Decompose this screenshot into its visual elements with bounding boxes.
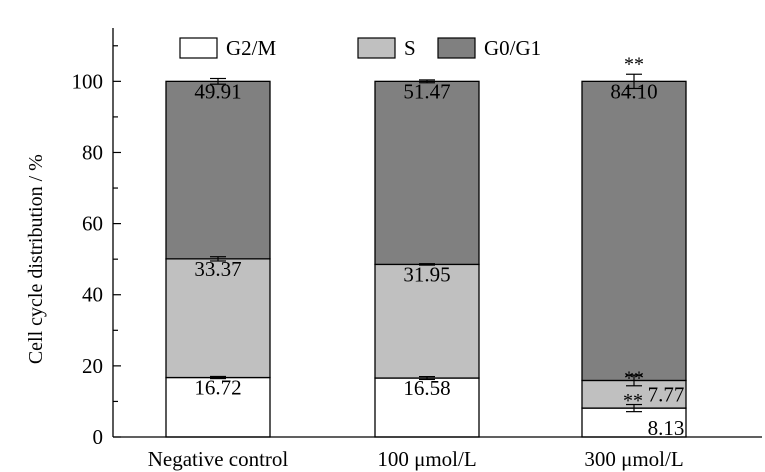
y-tick-label: 0 (93, 425, 104, 449)
error-bar (210, 256, 226, 262)
error-bar (626, 403, 642, 413)
x-tick-label: 100 μmol/L (377, 447, 476, 471)
significance-annotation: ** (624, 367, 644, 389)
axes: 0 20 40 60 80 100 Negative control 100 μmol/L 30… (25, 28, 762, 471)
error-bar (419, 79, 435, 84)
data-label: 16.72 (194, 376, 241, 400)
data-label: 7.77 (648, 382, 685, 406)
y-axis-title: Cell cycle distribution / % (25, 154, 47, 364)
error-bar (626, 374, 642, 387)
data-label: 33.37 (194, 257, 241, 281)
data-label: 31.95 (403, 262, 450, 286)
bars: 16.72 33.37 49.91 16.58 31.95 51.47 8.13 7.77 84… (165, 53, 687, 440)
bar-segment-g2-m (165, 376, 271, 438)
error-bar (419, 263, 435, 266)
legend-label: S (404, 36, 416, 60)
bar-segment-g0-g1 (581, 80, 687, 382)
legend-swatch (179, 37, 218, 59)
bar-segment-g0-g1 (165, 80, 271, 260)
legend-item: G0/G1 (437, 36, 541, 60)
data-label: 49.91 (194, 79, 241, 103)
legend-item: S (357, 36, 416, 60)
y-tick-label: 60 (82, 212, 103, 236)
error-bar (210, 77, 226, 85)
significance-annotation: ** (623, 390, 643, 412)
error-bar (419, 376, 435, 381)
bar-segment-g0-g1 (374, 80, 480, 266)
y-tick-label: 40 (82, 283, 103, 307)
error-bar (626, 73, 642, 90)
legend-swatch (357, 37, 396, 59)
x-tick-label: 300 μmol/L (584, 447, 683, 471)
legend-swatch (437, 37, 476, 59)
data-label: 51.47 (403, 79, 450, 103)
legend-item: G2/M (179, 36, 277, 60)
error-bar (210, 375, 226, 380)
data-label: 84.10 (610, 79, 657, 103)
significance-annotation: ** (624, 53, 644, 75)
bar-segment-s (165, 258, 271, 379)
data-label: 8.13 (648, 416, 685, 440)
legend-label: G2/M (226, 36, 277, 60)
y-tick-label: 100 (72, 69, 104, 93)
y-tick-label: 20 (82, 354, 103, 378)
y-tick-label: 80 (82, 140, 103, 164)
legend: G2/M S G0/G1 (179, 36, 541, 60)
legend-label: G0/G1 (484, 36, 541, 60)
x-tick-label: Negative control (148, 447, 289, 471)
bar-segment-g2-m (581, 407, 687, 438)
data-label: 16.58 (403, 376, 450, 400)
